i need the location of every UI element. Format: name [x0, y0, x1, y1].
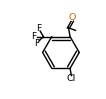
Text: O: O: [69, 13, 76, 22]
Text: Cl: Cl: [67, 74, 76, 83]
Text: F: F: [34, 39, 40, 48]
Text: F: F: [36, 24, 41, 33]
Text: F: F: [32, 32, 37, 41]
